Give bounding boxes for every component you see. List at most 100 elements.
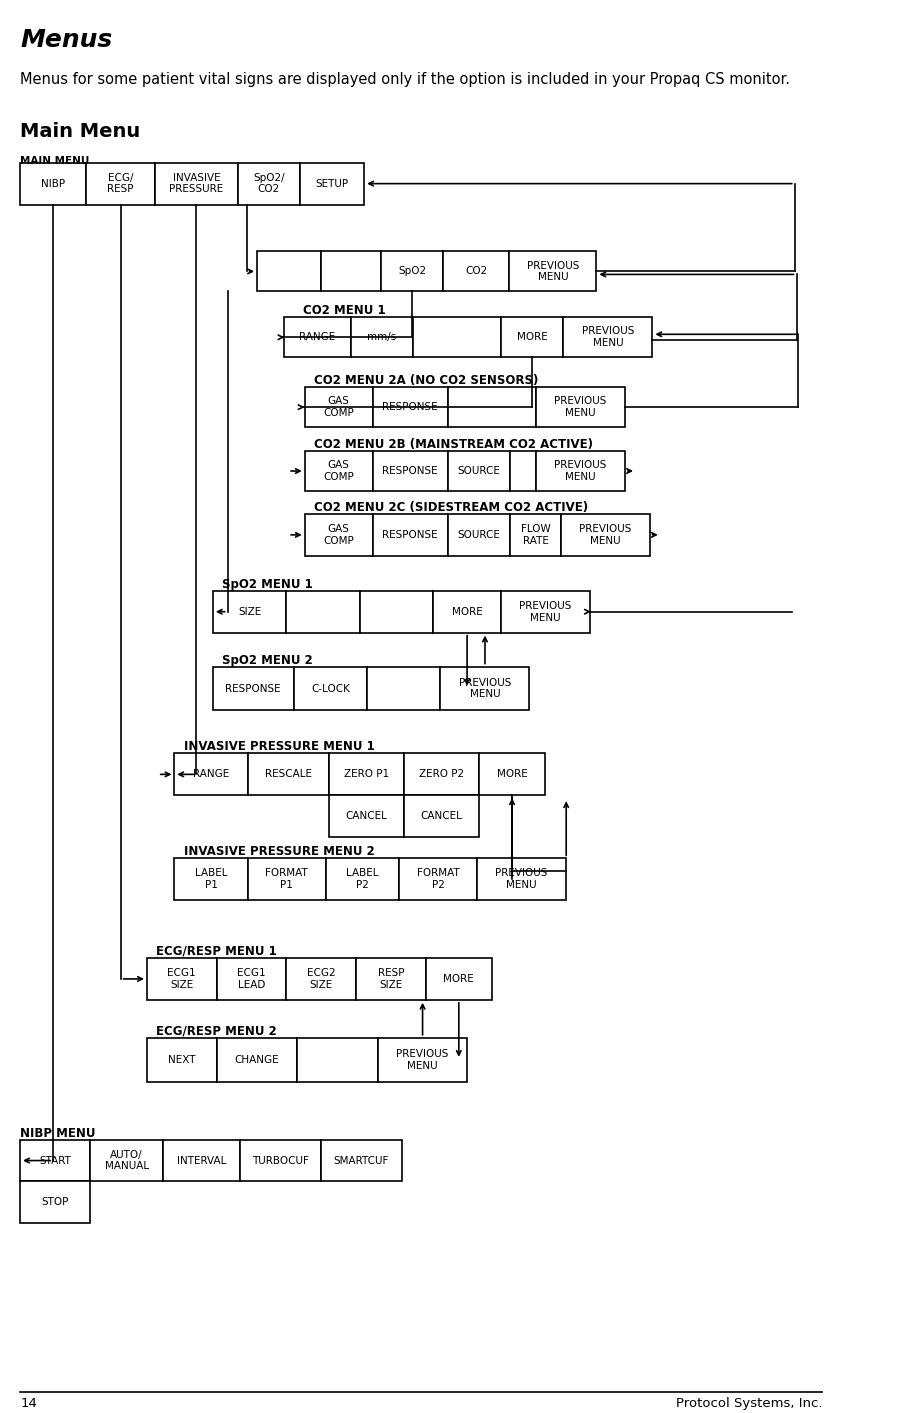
Bar [373,387,448,427]
Text: NIBP MENU: NIBP MENU [20,1126,95,1139]
Bar [501,591,590,633]
Bar [257,252,321,291]
Bar [477,858,566,900]
Text: SpO2 MENU 2: SpO2 MENU 2 [222,654,313,667]
Bar [329,753,404,796]
Bar [564,318,653,357]
Text: ECG2
SIZE: ECG2 SIZE [307,968,335,989]
Text: CO2: CO2 [465,267,487,277]
Text: NIBP: NIBP [41,178,65,188]
Text: RANGE: RANGE [193,769,230,780]
Bar [155,162,238,205]
Text: GAS
COMP: GAS COMP [323,396,354,418]
Bar [20,1181,90,1224]
Text: SOURCE: SOURCE [457,530,500,540]
Text: MORE: MORE [443,974,475,983]
Text: RESPONSE: RESPONSE [226,684,281,694]
Text: MORE: MORE [497,769,528,780]
Bar [360,591,433,633]
Bar [294,667,367,711]
Text: RESPONSE: RESPONSE [383,466,438,476]
Bar [305,514,373,555]
Text: CO2 MENU 2A (NO CO2 SENSORS): CO2 MENU 2A (NO CO2 SENSORS) [314,374,538,387]
Bar [326,858,399,900]
Bar [501,318,564,357]
Bar [241,1139,321,1181]
Text: SETUP: SETUP [316,178,349,188]
Text: Main Menu: Main Menu [20,122,140,141]
Text: INVASIVE PRESSURE MENU 2: INVASIVE PRESSURE MENU 2 [184,845,375,858]
Bar [373,451,448,490]
Text: ECG/RESP MENU 1: ECG/RESP MENU 1 [156,945,276,958]
Text: MORE: MORE [452,606,483,616]
Text: STOP: STOP [41,1197,69,1208]
Bar [381,252,443,291]
Text: CO2 MENU 2B (MAINSTREAM CO2 ACTIVE): CO2 MENU 2B (MAINSTREAM CO2 ACTIVE) [314,438,593,451]
Bar [443,252,509,291]
Text: C-LOCK: C-LOCK [311,684,350,694]
Text: PREVIOUS
MENU: PREVIOUS MENU [496,869,548,890]
Text: ECG1
LEAD: ECG1 LEAD [237,968,265,989]
Bar [20,162,86,205]
Bar [404,753,479,796]
Text: SOURCE: SOURCE [457,466,500,476]
Text: SpO2/
CO2: SpO2/ CO2 [253,172,285,195]
Text: CHANGE: CHANGE [235,1054,279,1065]
Bar [238,162,300,205]
Text: SpO2 MENU 1: SpO2 MENU 1 [222,578,313,591]
Text: SMARTCUF: SMARTCUF [334,1156,389,1166]
Text: INVASIVE
PRESSURE: INVASIVE PRESSURE [169,172,223,195]
Text: ECG1
SIZE: ECG1 SIZE [167,968,196,989]
Bar [217,958,286,1000]
Bar [174,858,248,900]
Bar [510,514,561,555]
Bar [329,796,404,838]
Bar [147,1037,217,1082]
Text: LABEL
P1: LABEL P1 [195,869,228,890]
Text: PREVIOUS
MENU: PREVIOUS MENU [527,260,579,283]
Text: FORMAT
P1: FORMAT P1 [265,869,308,890]
Bar [305,451,373,490]
Text: CANCEL: CANCEL [420,811,463,821]
Bar [373,514,448,555]
Bar [433,591,501,633]
Text: Protocol Systems, Inc.: Protocol Systems, Inc. [676,1397,823,1410]
Text: PREVIOUS
MENU: PREVIOUS MENU [520,601,572,623]
Bar [321,1139,402,1181]
Bar [351,318,413,357]
Text: FORMAT
P2: FORMAT P2 [417,869,460,890]
Bar [163,1139,241,1181]
Bar [174,753,248,796]
Bar [217,1037,297,1082]
Bar [305,387,373,427]
Bar [479,753,545,796]
Text: NEXT: NEXT [168,1054,196,1065]
Text: ZERO P2: ZERO P2 [419,769,464,780]
Text: TURBOCUF: TURBOCUF [252,1156,309,1166]
Bar [285,318,351,357]
Text: CANCEL: CANCEL [345,811,387,821]
Text: RESPONSE: RESPONSE [383,403,438,413]
Bar [300,162,364,205]
Bar [413,318,501,357]
Bar [286,591,360,633]
Bar [448,387,536,427]
Text: Menus for some patient vital signs are displayed only if the option is included : Menus for some patient vital signs are d… [20,72,790,86]
Text: PREVIOUS
MENU: PREVIOUS MENU [554,461,607,482]
Bar [286,958,356,1000]
Bar [378,1037,467,1082]
Text: PREVIOUS
MENU: PREVIOUS MENU [554,396,607,418]
Text: RANGE: RANGE [299,332,336,342]
Bar [321,252,381,291]
Bar [213,667,294,711]
Text: PREVIOUS
MENU: PREVIOUS MENU [579,524,632,545]
Bar [448,451,510,490]
Text: GAS
COMP: GAS COMP [323,461,354,482]
Bar [297,1037,378,1082]
Text: RESP
SIZE: RESP SIZE [377,968,404,989]
Bar [510,451,536,490]
Text: ECG/RESP MENU 2: ECG/RESP MENU 2 [156,1024,276,1037]
Bar [90,1139,163,1181]
Text: PREVIOUS
MENU: PREVIOUS MENU [582,326,634,348]
Text: Menus: Menus [20,28,112,52]
